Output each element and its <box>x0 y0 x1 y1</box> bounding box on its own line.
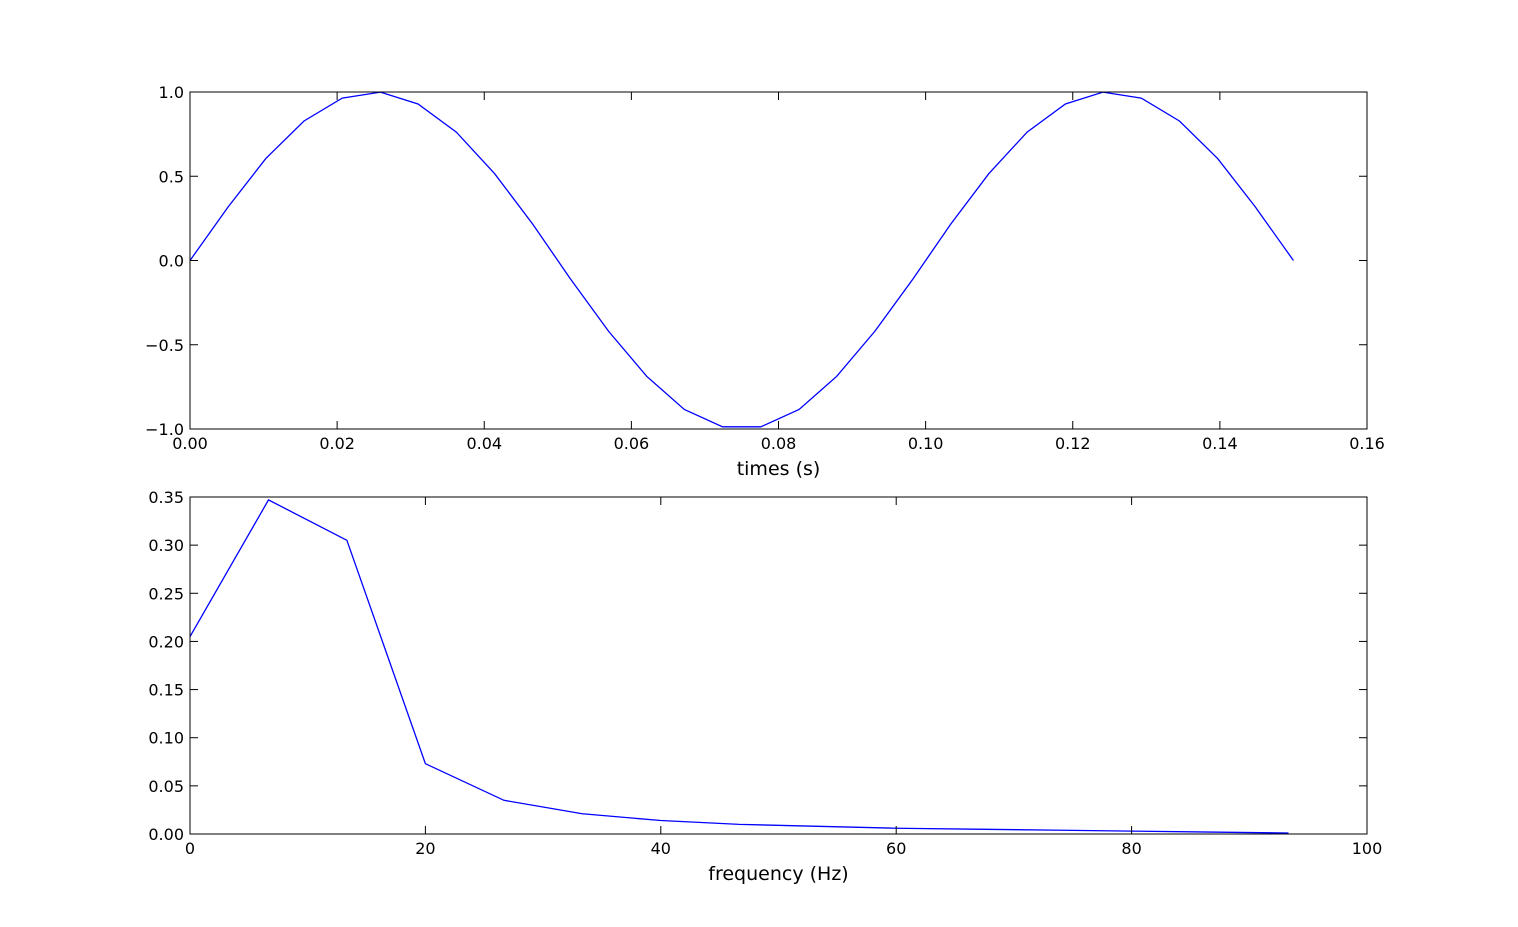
y-tick-label: 0.00 <box>148 825 184 844</box>
x-tick-label: 0.04 <box>466 434 502 453</box>
x-tick-label: 0.14 <box>1202 434 1238 453</box>
x-tick-label: 20 <box>415 839 435 858</box>
y-tick-label: −1.0 <box>145 420 184 439</box>
y-tick-label: −0.5 <box>145 336 184 355</box>
x-tick-label: 0.06 <box>614 434 650 453</box>
y-tick-label: 0.25 <box>148 584 184 603</box>
x-tick-label: 60 <box>886 839 906 858</box>
x-tick-label: 0.10 <box>908 434 944 453</box>
x-tick-label: 0.16 <box>1349 434 1385 453</box>
axes-frame <box>189 91 1368 430</box>
x-tick-label: 100 <box>1352 839 1383 858</box>
x-tick-label: 0.00 <box>172 434 208 453</box>
x-tick-label: 0 <box>185 839 195 858</box>
x-tick-label: 0.08 <box>761 434 797 453</box>
data-line <box>189 91 1294 428</box>
y-tick-label: 0.5 <box>159 167 184 186</box>
y-tick-label: 0.05 <box>148 777 184 796</box>
x-tick-label: 0.12 <box>1055 434 1091 453</box>
x-tick-label: 80 <box>1121 839 1141 858</box>
y-tick-label: 0.35 <box>148 488 184 507</box>
y-tick-label: 0.20 <box>148 632 184 651</box>
y-tick-label: 0.10 <box>148 729 184 748</box>
x-tick-label: 0.02 <box>319 434 355 453</box>
x-tick-label: 40 <box>651 839 671 858</box>
data-line <box>189 499 1289 834</box>
y-tick-label: 0.30 <box>148 536 184 555</box>
y-tick-label: 1.0 <box>159 83 184 102</box>
axes-frame <box>189 496 1368 835</box>
x-axis-label: frequency (Hz) <box>708 863 848 885</box>
y-tick-label: 0.0 <box>159 252 184 271</box>
y-tick-label: 0.15 <box>148 681 184 700</box>
x-axis-label: times (s) <box>737 458 821 480</box>
